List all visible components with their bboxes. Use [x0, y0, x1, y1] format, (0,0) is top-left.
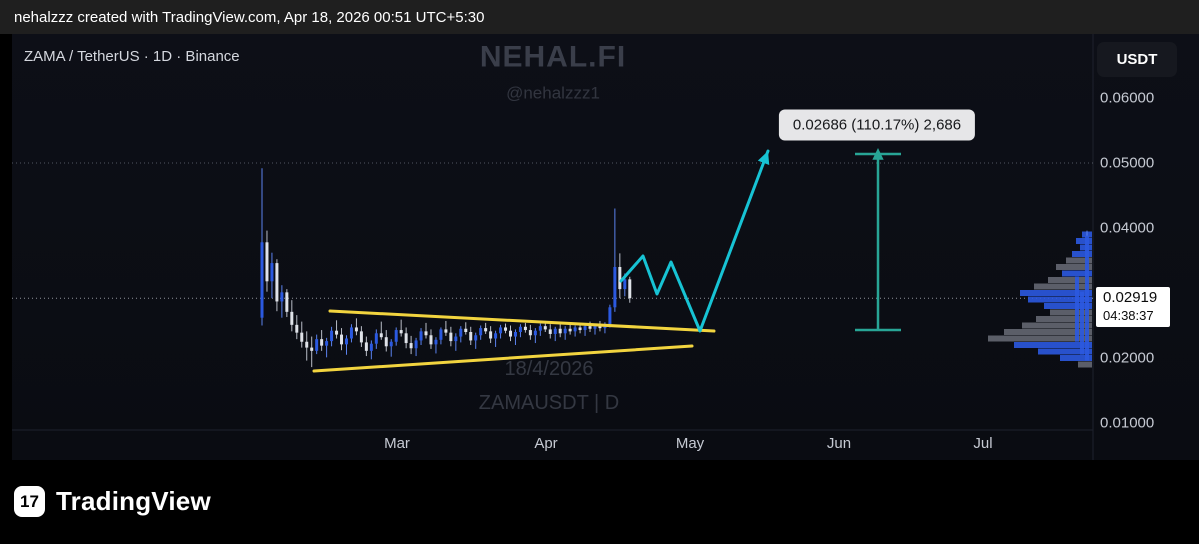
currency-toggle-button[interactable]: USDT [1097, 42, 1177, 77]
time-axis[interactable] [12, 430, 1093, 460]
chart-background [12, 34, 1199, 460]
chart-canvas[interactable] [12, 34, 1093, 430]
tradingview-logo[interactable]: 17 TradingView [0, 460, 211, 517]
attribution-text: nehalzzz created with TradingView.com, A… [14, 8, 485, 26]
footer: 17 TradingView [0, 460, 1199, 544]
tradingview-logo-icon: 17 [14, 486, 45, 517]
symbol-title[interactable]: ZAMA / TetherUS · 1D · Binance [24, 48, 240, 65]
current-price-badge: 0.02919 04:38:37 [1096, 287, 1170, 327]
price-range-label: 0.02686 (110.17%) 2,686 [778, 109, 976, 141]
attribution-bar: nehalzzz created with TradingView.com, A… [0, 0, 1199, 34]
tradingview-wordmark: TradingView [56, 486, 211, 516]
price-axis[interactable] [1093, 34, 1199, 460]
current-price-value: 0.02919 [1103, 289, 1158, 306]
bar-countdown-timer: 04:38:37 [1103, 308, 1154, 323]
